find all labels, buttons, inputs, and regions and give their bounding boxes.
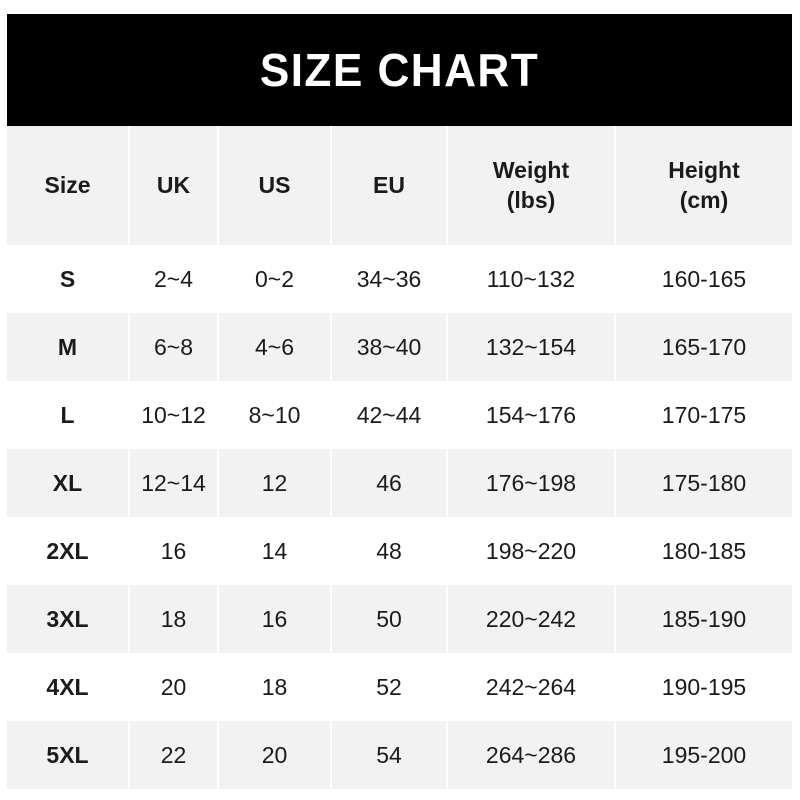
cell-weight: 220~242 <box>447 585 616 653</box>
cell-eu: 50 <box>331 585 448 653</box>
cell-size: XL <box>7 449 130 517</box>
cell-height: 165-170 <box>661 333 747 360</box>
table-row: 3XL 18 16 50 220~242 185-190 <box>7 585 792 653</box>
table-row: 5XL 22 20 54 264~286 195-200 <box>7 721 792 789</box>
column-header-height: Height (cm) <box>615 126 792 245</box>
title-banner: SIZE CHART <box>7 14 792 126</box>
table-header: Size UK US EU Weight (lbs) <box>7 126 792 245</box>
cell-size: S <box>7 245 130 313</box>
cell-eu: 34~36 <box>331 245 448 313</box>
cell-uk: 20 <box>129 653 219 721</box>
cell-us: 12 <box>218 449 332 517</box>
cell-size: L <box>7 381 130 449</box>
cell-uk: 16 <box>129 517 219 585</box>
cell-height: 185-190 <box>661 605 747 632</box>
cell-us: 20 <box>218 721 332 789</box>
table-row: 2XL 16 14 48 198~220 180-185 <box>7 517 792 585</box>
cell-weight: 176~198 <box>447 449 616 517</box>
column-header-size: Size <box>7 126 130 245</box>
column-header-uk: UK <box>129 126 219 245</box>
cell-height: 190-195 <box>661 673 747 700</box>
cell-size: 3XL <box>7 585 130 653</box>
column-header-weight-line2: (lbs) <box>506 186 556 213</box>
table-row: XL 12~14 12 46 176~198 175-180 <box>7 449 792 517</box>
cell-us: 14 <box>218 517 332 585</box>
column-header-height-line1: Height <box>668 157 740 184</box>
header-row: Size UK US EU Weight (lbs) <box>7 126 792 245</box>
column-header-size-line1: Size <box>44 171 91 198</box>
cell-eu: 54 <box>331 721 448 789</box>
cell-weight: 154~176 <box>447 381 616 449</box>
cell-weight: 132~154 <box>447 313 616 381</box>
cell-size: 5XL <box>7 721 130 789</box>
size-table: Size UK US EU Weight (lbs) <box>7 126 792 789</box>
cell-weight: 264~286 <box>447 721 616 789</box>
column-header-uk-line1: UK <box>156 171 191 198</box>
column-header-us-line1: US <box>258 171 291 198</box>
cell-eu: 48 <box>331 517 448 585</box>
table-row: M 6~8 4~6 38~40 132~154 165-170 <box>7 313 792 381</box>
cell-uk: 6~8 <box>129 313 219 381</box>
size-table-container: Size UK US EU Weight (lbs) <box>7 126 792 789</box>
cell-us: 4~6 <box>218 313 332 381</box>
table-row: L 10~12 8~10 42~44 154~176 170-175 <box>7 381 792 449</box>
cell-uk: 10~12 <box>129 381 219 449</box>
cell-size: M <box>7 313 130 381</box>
table-row: 4XL 20 18 52 242~264 190-195 <box>7 653 792 721</box>
cell-size: 4XL <box>7 653 130 721</box>
cell-eu: 38~40 <box>331 313 448 381</box>
column-header-weight: Weight (lbs) <box>447 126 616 245</box>
column-header-weight-line1: Weight <box>492 157 570 184</box>
cell-us: 8~10 <box>218 381 332 449</box>
cell-height: 180-185 <box>661 537 747 564</box>
cell-uk: 2~4 <box>129 245 219 313</box>
cell-uk: 18 <box>129 585 219 653</box>
column-header-eu: EU <box>331 126 448 245</box>
cell-uk: 22 <box>129 721 219 789</box>
cell-height: 160-165 <box>661 265 747 292</box>
table-body: S 2~4 0~2 34~36 110~132 160-165 M 6~8 4~… <box>7 245 792 789</box>
cell-us: 18 <box>218 653 332 721</box>
cell-uk: 12~14 <box>129 449 219 517</box>
cell-eu: 46 <box>331 449 448 517</box>
cell-us: 16 <box>218 585 332 653</box>
column-header-eu-line1: EU <box>373 171 405 198</box>
cell-eu: 42~44 <box>331 381 448 449</box>
cell-height: 170-175 <box>661 401 747 428</box>
cell-height: 195-200 <box>661 741 747 768</box>
column-header-height-line2: (cm) <box>679 186 729 213</box>
cell-us: 0~2 <box>218 245 332 313</box>
cell-height: 175-180 <box>661 469 747 496</box>
table-row: S 2~4 0~2 34~36 110~132 160-165 <box>7 245 792 313</box>
page-title: SIZE CHART <box>259 44 540 96</box>
cell-weight: 198~220 <box>447 517 616 585</box>
column-header-us: US <box>218 126 332 245</box>
cell-weight: 242~264 <box>447 653 616 721</box>
cell-size: 2XL <box>7 517 130 585</box>
cell-weight: 110~132 <box>447 245 616 313</box>
cell-eu: 52 <box>331 653 448 721</box>
